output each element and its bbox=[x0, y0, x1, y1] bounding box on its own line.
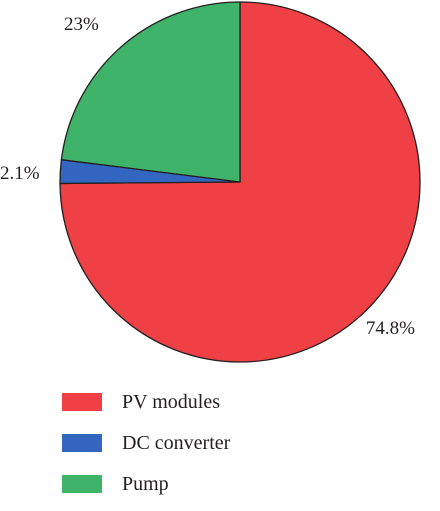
legend-swatch-pump bbox=[62, 475, 102, 493]
pie-slice-pump bbox=[60, 1, 241, 183]
legend-label-pump: Pump bbox=[122, 472, 169, 495]
pie-slice-pv-modules bbox=[59, 1, 421, 363]
slice-labels: 74.8% 2.1% 23% bbox=[0, 14, 415, 339]
legend-label-pv-modules: PV modules bbox=[122, 390, 220, 413]
legend-item-pv-modules: PV modules bbox=[62, 388, 230, 416]
legend-item-pump: Pump bbox=[62, 470, 230, 498]
slice-label-pv-modules: 74.8% bbox=[366, 318, 415, 339]
legend-swatch-dc-converter bbox=[62, 434, 102, 452]
pie-slices bbox=[59, 1, 421, 363]
legend-item-dc-converter: DC converter bbox=[62, 429, 230, 457]
legend: PV modules DC converter Pump bbox=[62, 388, 230, 511]
slice-label-pump: 23% bbox=[64, 14, 99, 35]
legend-swatch-pv-modules bbox=[62, 393, 102, 411]
pie-chart: 74.8% 2.1% 23% bbox=[0, 1, 421, 363]
legend-label-dc-converter: DC converter bbox=[122, 431, 231, 454]
slice-label-dc-converter: 2.1% bbox=[0, 163, 40, 184]
